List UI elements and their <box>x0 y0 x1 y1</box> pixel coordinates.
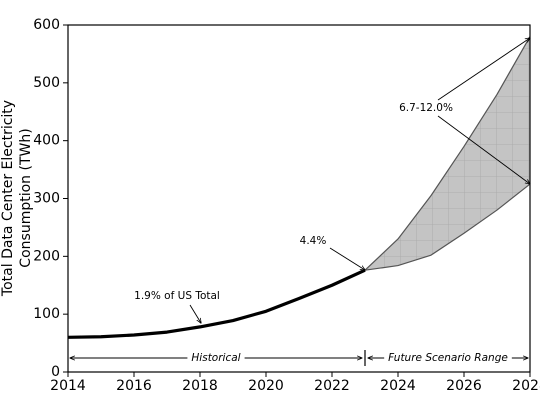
region-label: Future Scenario Range <box>388 352 508 364</box>
y-tick-label: 300 <box>33 191 60 207</box>
annotation-arrow <box>329 247 365 270</box>
x-tick-label: 2016 <box>116 378 152 394</box>
band-hatch <box>365 36 530 271</box>
y-tick-label: 500 <box>33 75 60 91</box>
x-tick-label: 2028 <box>512 378 540 394</box>
x-tick-label: 2018 <box>182 378 218 394</box>
annotation-arrow <box>437 38 530 101</box>
y-axis-label: Total Data Center Electricity <box>0 100 16 297</box>
y-tick-label: 600 <box>33 17 60 33</box>
annotation: 6.7-12.0% <box>399 102 453 114</box>
data-line <box>67 268 366 339</box>
y-tick-label: 100 <box>33 306 60 322</box>
x-tick-label: 2014 <box>50 378 86 394</box>
region-label: Historical <box>191 352 240 364</box>
x-tick-label: 2022 <box>314 378 350 394</box>
annotation-arrow <box>437 115 530 184</box>
x-tick-label: 2026 <box>446 378 482 394</box>
band-lower-edge <box>364 183 531 271</box>
y-tick-label: 400 <box>33 133 60 149</box>
annotation: 1.9% of US Total <box>134 290 220 302</box>
y-tick-label: 200 <box>33 248 60 264</box>
y-tick-label: 0 <box>51 364 60 380</box>
x-tick-label: 2020 <box>248 378 284 394</box>
annotation-arrow <box>189 304 201 323</box>
band-upper-edge <box>364 36 531 271</box>
annotation: 4.4% <box>300 235 327 247</box>
y-axis-label: Consumption (TWh) <box>18 128 34 267</box>
x-tick-label: 2024 <box>380 378 416 394</box>
